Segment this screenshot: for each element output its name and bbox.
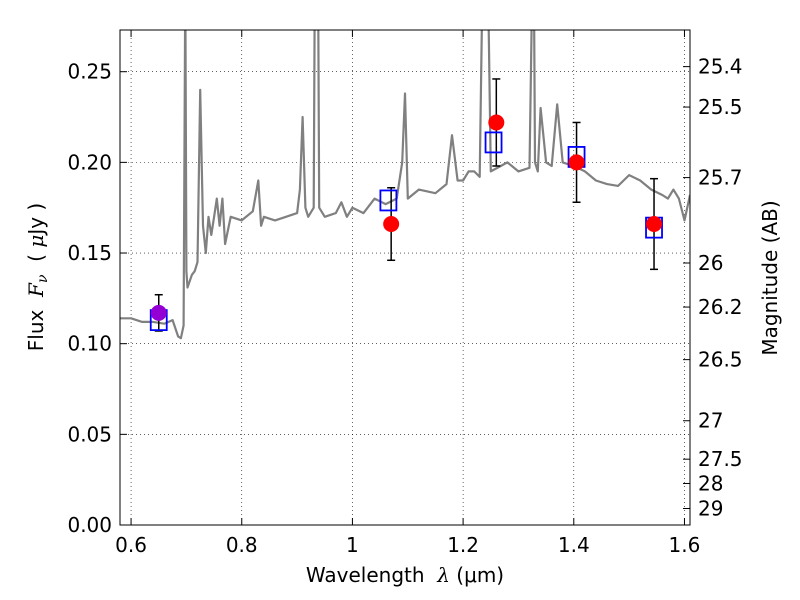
x-tick-label: 0.6 <box>115 533 147 557</box>
y2-tick-label: 26.5 <box>698 348 743 372</box>
y-axis-label-symbol: F <box>24 282 48 298</box>
x-tick-label: 1.6 <box>669 533 701 557</box>
y-tick-label: 0.15 <box>67 241 112 265</box>
y-tick-label: 0.05 <box>67 422 112 446</box>
y-axis-label-subscript: ν <box>35 274 51 283</box>
y-axis-label-unit: Jy ) <box>24 203 48 237</box>
y-axis-label-mid: ( <box>24 248 48 275</box>
y2-tick-label: 25.7 <box>698 166 743 190</box>
y-tick-label: 0.25 <box>67 60 112 84</box>
y2-tick-label: 25.4 <box>698 55 743 79</box>
plot-frame <box>119 29 691 526</box>
y2-tick-label: 26.2 <box>698 295 743 319</box>
y-axis-label: Flux Fν ( μJy ) <box>24 203 51 351</box>
y-tick-label: 0.20 <box>67 150 112 174</box>
y-tick-label: 0.10 <box>67 332 112 356</box>
model-square-marker <box>379 189 398 212</box>
y2-tick-label: 26 <box>698 251 723 275</box>
observed-point-marker <box>568 154 585 171</box>
photometry-markers <box>149 114 663 332</box>
x-axis-label-lead: Wavelength <box>306 563 437 587</box>
observed-point-marker <box>646 216 663 233</box>
observed-point-marker <box>383 216 400 233</box>
x-axis-label-symbol: λ <box>436 563 450 587</box>
data-layer <box>120 30 690 340</box>
x-tick-label: 1.4 <box>558 533 590 557</box>
y-tick-label: 0.00 <box>67 513 112 537</box>
x-axis-label-unit: (μm) <box>450 563 504 587</box>
x-tick-label: 1 <box>346 533 359 557</box>
y2-tick-label: 28 <box>698 471 723 495</box>
axis-ticks: 0.6 0.8 1 1.2 1.4 1.6 0.00 0.05 0.10 0.15 0.20 0.25… <box>67 30 743 557</box>
y-axis-label-lead: Flux <box>24 297 48 351</box>
observed-point-marker <box>150 304 167 321</box>
model-square-marker <box>484 131 503 154</box>
spectrum-line <box>120 30 690 340</box>
x-tick-label: 1.2 <box>447 533 479 557</box>
y2-axis-label: Magnitude (AB) <box>758 200 782 355</box>
x-axis-label: Wavelength λ (μm) <box>306 563 504 587</box>
observed-point-marker <box>488 114 505 131</box>
y2-tick-label: 25.5 <box>698 95 743 119</box>
grid-lines <box>120 30 690 525</box>
y-axis-label-mu: μ <box>24 235 48 248</box>
y2-tick-label: 29 <box>698 497 723 521</box>
y2-tick-label: 27.5 <box>698 447 743 471</box>
y2-tick-label: 27 <box>698 409 723 433</box>
x-tick-label: 0.8 <box>226 533 258 557</box>
